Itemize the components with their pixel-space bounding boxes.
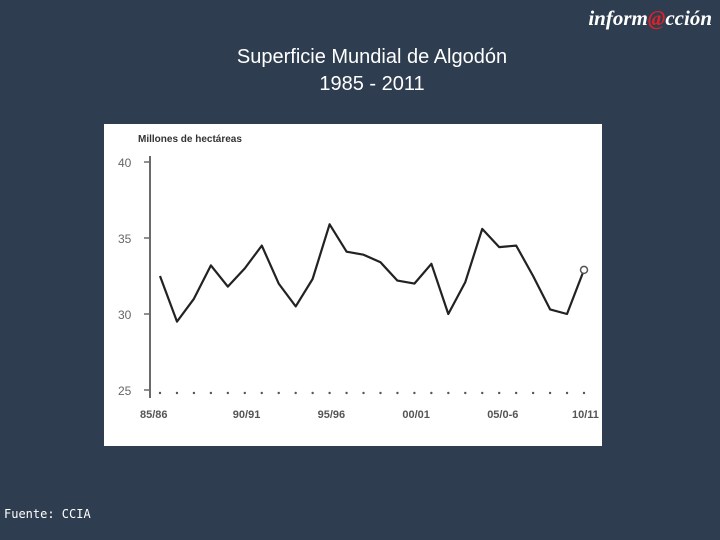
brand-logo: inform@cción — [588, 6, 712, 31]
x-tick-dot — [328, 391, 331, 395]
x-tick-label: 10/11 — [572, 409, 599, 421]
x-tick-label: 85/86 — [140, 409, 168, 421]
source-note: Fuente: CCIA — [4, 507, 91, 521]
x-tick-dot — [294, 391, 297, 395]
x-tick-dot — [192, 391, 196, 395]
y-axis-label: Millones de hectáreas — [138, 134, 242, 145]
x-tick-dot — [565, 391, 569, 395]
x-tick-dot — [260, 391, 263, 395]
line-chart: Millones de hectáreas 25 30 35 40 85/86 90/91 9… — [118, 134, 599, 421]
chart-subtitle: 1985 - 2011 — [319, 73, 425, 95]
x-tick-dot — [548, 391, 552, 395]
x-tick-dot — [413, 391, 416, 395]
x-tick-dot — [582, 391, 586, 395]
brand-prefix: inform — [588, 6, 648, 30]
x-tick-dot — [226, 391, 230, 395]
y-tick-label: 25 — [118, 384, 132, 398]
x-tick-label: 95/96 — [318, 409, 346, 421]
x-tick-dot — [175, 391, 179, 395]
x-tick-dot — [243, 391, 246, 395]
x-tick-dot — [209, 391, 213, 395]
x-tick-dot — [277, 391, 280, 395]
x-tick-dot — [464, 391, 467, 395]
x-tick-dot — [498, 391, 501, 395]
x-tick-dot — [362, 391, 365, 395]
x-tick-dot — [345, 391, 348, 395]
x-tick-dot — [311, 391, 314, 395]
x-tick-dot — [158, 391, 162, 395]
y-tick-label: 35 — [118, 232, 132, 246]
y-tick-label: 30 — [118, 308, 132, 322]
last-data-point — [579, 265, 589, 275]
x-tick-label: 90/91 — [233, 409, 261, 421]
x-tick-dot — [447, 391, 450, 395]
x-tick-dot — [481, 391, 484, 395]
series-line — [158, 223, 586, 323]
x-tick-dot — [514, 391, 518, 395]
brand-at: @ — [647, 6, 666, 30]
x-tick-label: 05/0-6 — [487, 409, 518, 421]
x-tick-dot — [396, 391, 399, 395]
x-tick-dot — [430, 391, 433, 395]
chart-title: Superficie Mundial de Algodón — [236, 46, 508, 68]
brand-suffix: cción — [665, 6, 712, 30]
chart-title-block: Superficie Mundial de Algodón 1985 - 201… — [0, 44, 720, 98]
x-tick-dot — [379, 391, 382, 395]
x-tick-label: 00/01 — [402, 409, 430, 421]
y-tick-label: 40 — [118, 156, 132, 170]
x-tick-dot — [531, 391, 535, 395]
chart-area: Millones de hectáreas 25 30 35 40 85/86 90/91 9… — [104, 124, 602, 446]
